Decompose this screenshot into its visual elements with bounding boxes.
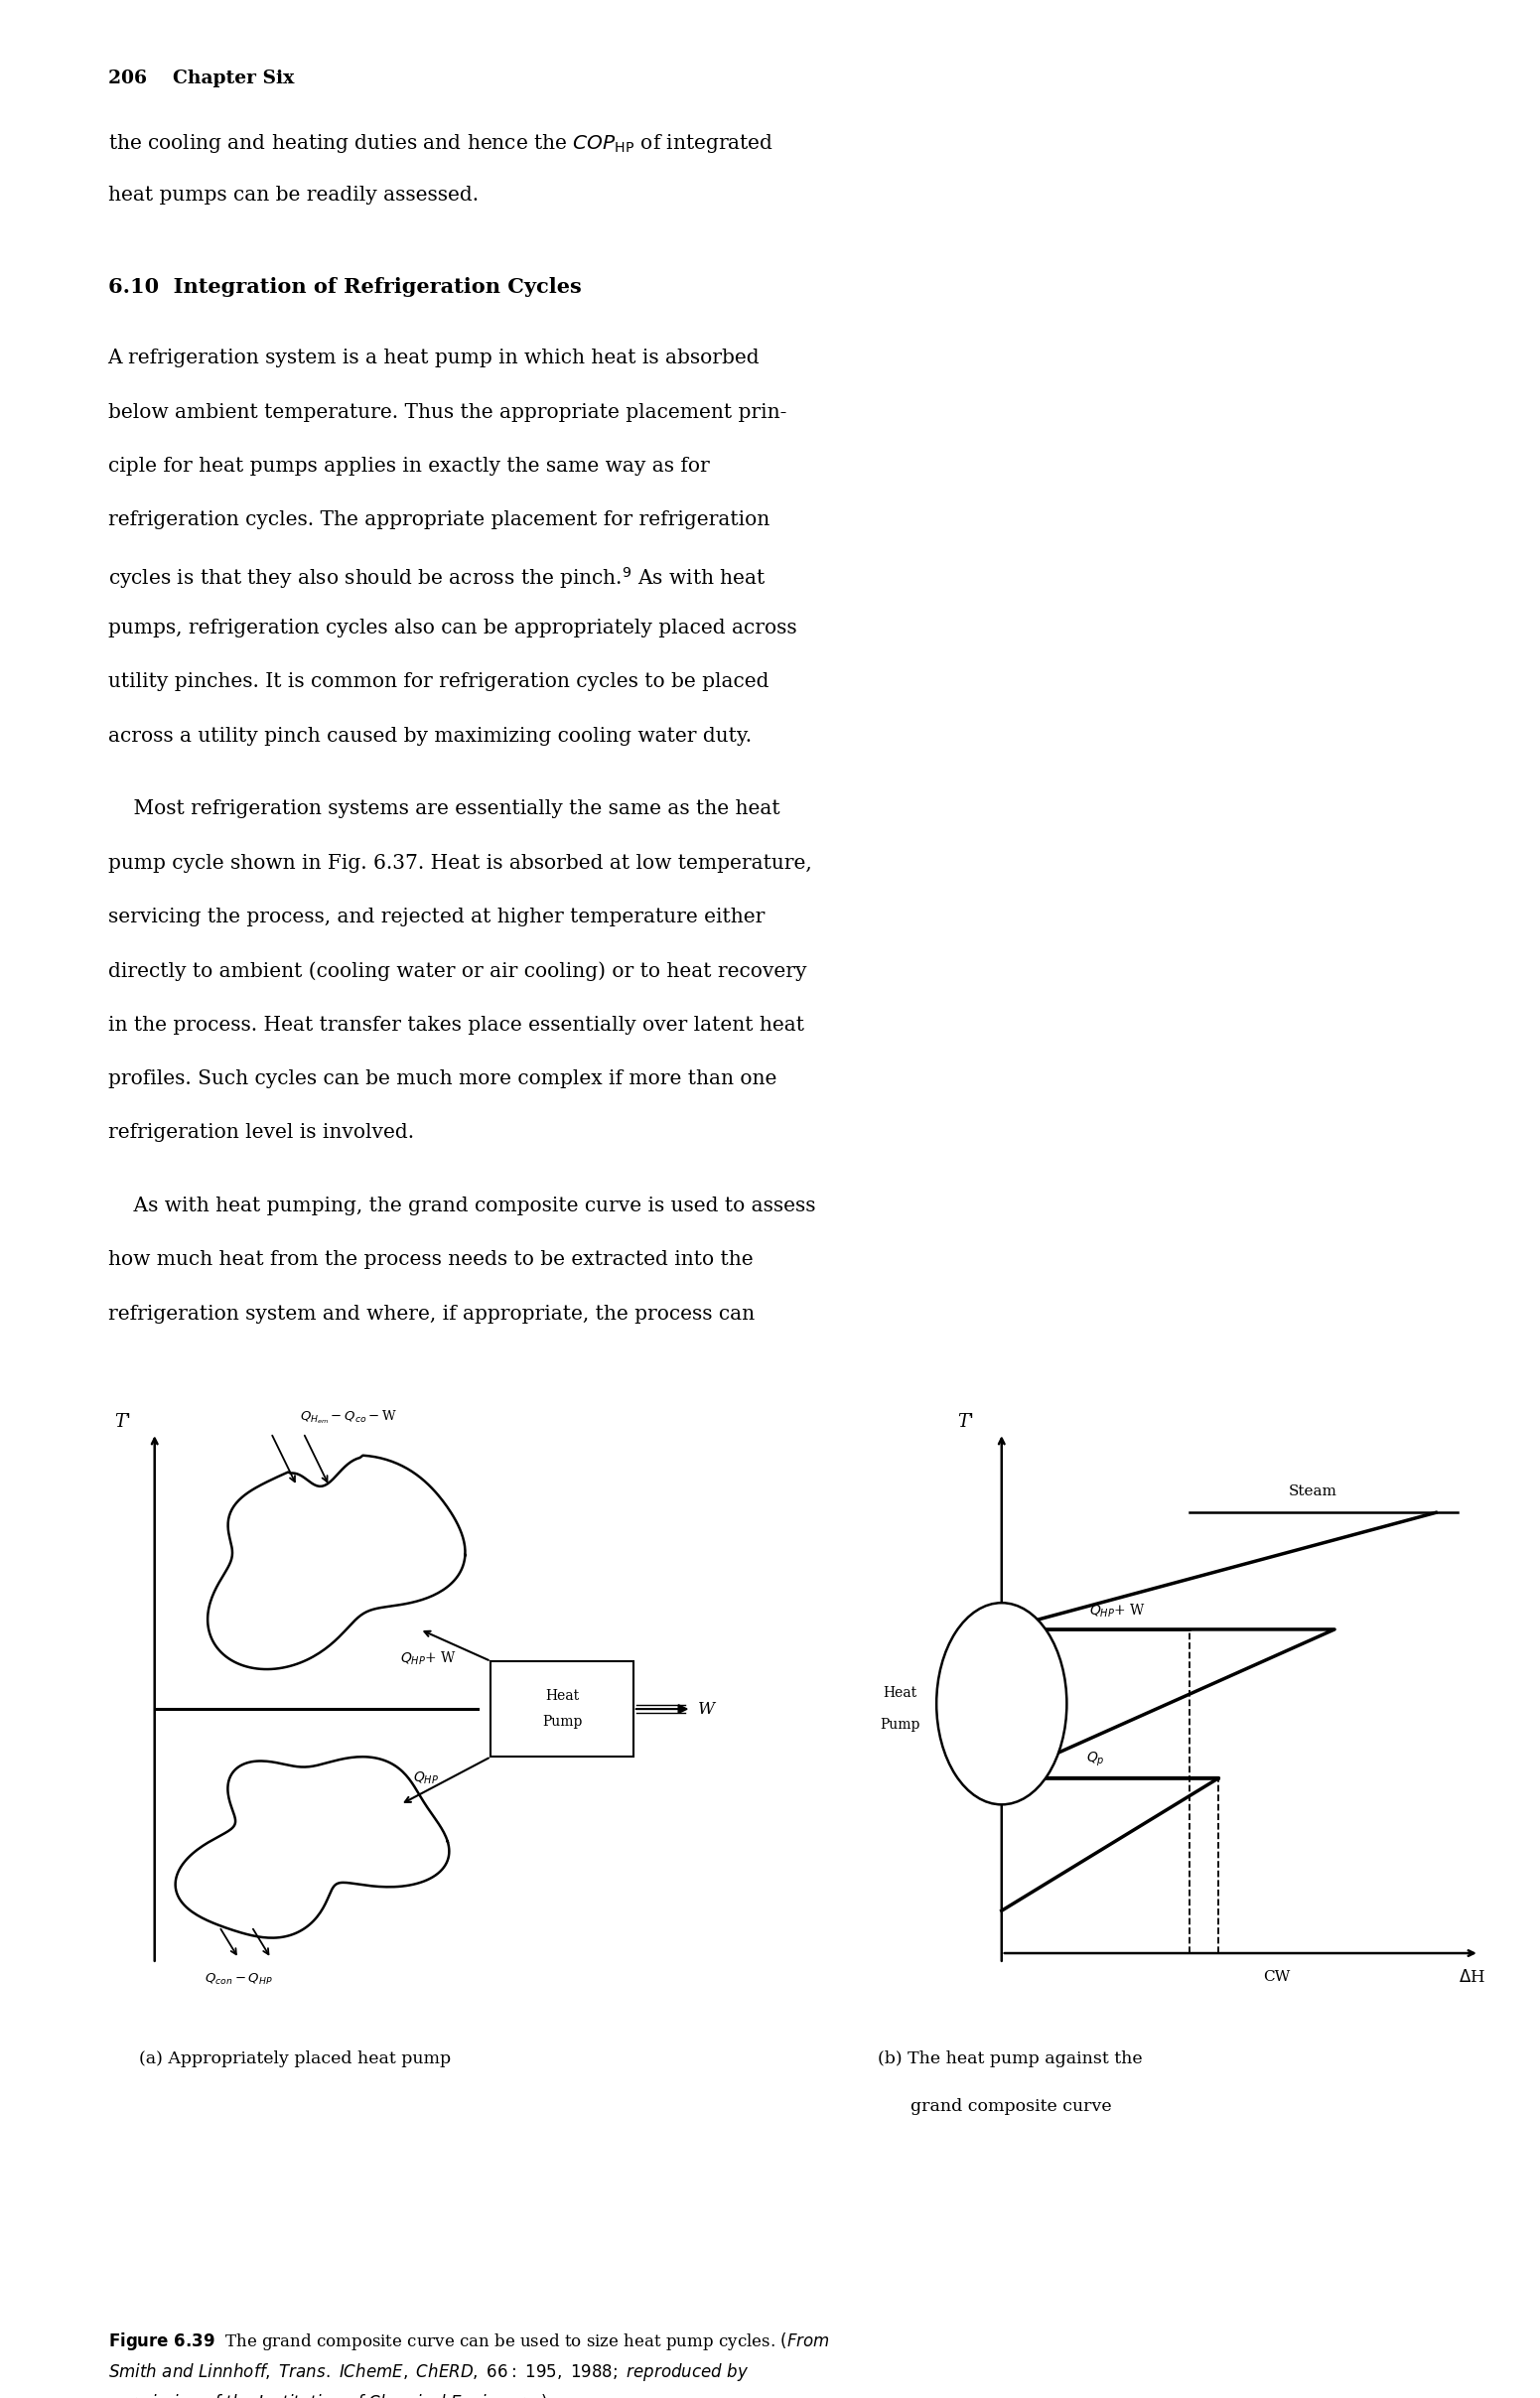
- Text: Heat: Heat: [545, 1688, 579, 1703]
- Text: T': T': [114, 1412, 131, 1432]
- Text: refrigeration cycles. The appropriate placement for refrigeration: refrigeration cycles. The appropriate pl…: [108, 511, 770, 530]
- Text: T': T': [956, 1412, 973, 1432]
- Bar: [491, 1662, 633, 1758]
- Text: $\mathbf{Figure\ 6.39}$  The grand composite curve can be used to size heat pump: $\mathbf{Figure\ 6.39}$ The grand compos…: [108, 2331, 830, 2398]
- Text: Pump: Pump: [881, 1717, 921, 1731]
- Text: ciple for heat pumps applies in exactly the same way as for: ciple for heat pumps applies in exactly …: [108, 456, 710, 475]
- Text: across a utility pinch caused by maximizing cooling water duty.: across a utility pinch caused by maximiz…: [108, 727, 752, 746]
- Text: utility pinches. It is common for refrigeration cycles to be placed: utility pinches. It is common for refrig…: [108, 671, 768, 691]
- Text: heat pumps can be readily assessed.: heat pumps can be readily assessed.: [108, 187, 479, 204]
- Text: Heat: Heat: [884, 1686, 918, 1700]
- Text: grand composite curve: grand composite curve: [878, 2098, 1112, 2115]
- Text: servicing the process, and rejected at higher temperature either: servicing the process, and rejected at h…: [108, 906, 764, 926]
- Text: $Q_{HP}$+ W: $Q_{HP}$+ W: [400, 1650, 457, 1667]
- Text: $Q_{con}-Q_{HP}$: $Q_{con}-Q_{HP}$: [205, 1971, 273, 1988]
- Text: below ambient temperature. Thus the appropriate placement prin-: below ambient temperature. Thus the appr…: [108, 403, 787, 422]
- Text: $Q_p$: $Q_p$: [1086, 1751, 1106, 1767]
- Text: directly to ambient (cooling water or air cooling) or to heat recovery: directly to ambient (cooling water or ai…: [108, 962, 807, 981]
- Text: pumps, refrigeration cycles also can be appropriately placed across: pumps, refrigeration cycles also can be …: [108, 619, 796, 638]
- Text: A refrigeration system is a heat pump in which heat is absorbed: A refrigeration system is a heat pump in…: [108, 350, 759, 367]
- Ellipse shape: [936, 1602, 1067, 1806]
- Text: Pump: Pump: [542, 1715, 582, 1729]
- Text: the cooling and heating duties and hence the $\mathit{COP}_{\mathrm{HP}}$ of int: the cooling and heating duties and hence…: [108, 132, 773, 156]
- Text: refrigeration level is involved.: refrigeration level is involved.: [108, 1122, 414, 1141]
- Text: As with heat pumping, the grand composite curve is used to assess: As with heat pumping, the grand composit…: [108, 1197, 815, 1216]
- Text: Steam: Steam: [1289, 1484, 1337, 1499]
- Text: cycles is that they also should be across the pinch.$^9$ As with heat: cycles is that they also should be acros…: [108, 564, 765, 590]
- Text: (a) Appropriately placed heat pump: (a) Appropriately placed heat pump: [139, 2050, 451, 2067]
- Text: $Q_{HP}$+ W: $Q_{HP}$+ W: [1089, 1602, 1146, 1619]
- Text: $Q_{HP}$: $Q_{HP}$: [413, 1770, 439, 1787]
- Text: in the process. Heat transfer takes place essentially over latent heat: in the process. Heat transfer takes plac…: [108, 1014, 804, 1034]
- Text: W: W: [698, 1700, 715, 1717]
- Text: pump cycle shown in Fig. 6.37. Heat is absorbed at low temperature,: pump cycle shown in Fig. 6.37. Heat is a…: [108, 854, 812, 873]
- Text: 6.10  Integration of Refrigeration Cycles: 6.10 Integration of Refrigeration Cycles: [108, 276, 581, 297]
- Text: $Q_{H_{em}}-Q_{co}-$W: $Q_{H_{em}}-Q_{co}-$W: [300, 1408, 397, 1427]
- Text: Most refrigeration systems are essentially the same as the heat: Most refrigeration systems are essential…: [108, 799, 779, 818]
- Text: (b) The heat pump against the: (b) The heat pump against the: [878, 2050, 1143, 2067]
- Text: refrigeration system and where, if appropriate, the process can: refrigeration system and where, if appro…: [108, 1305, 755, 1324]
- Text: how much heat from the process needs to be extracted into the: how much heat from the process needs to …: [108, 1249, 753, 1269]
- Text: profiles. Such cycles can be much more complex if more than one: profiles. Such cycles can be much more c…: [108, 1070, 776, 1089]
- Text: $\Delta$H: $\Delta$H: [1458, 1969, 1486, 1986]
- Text: CW: CW: [1263, 1971, 1291, 1983]
- Text: 206    Chapter Six: 206 Chapter Six: [108, 70, 294, 86]
